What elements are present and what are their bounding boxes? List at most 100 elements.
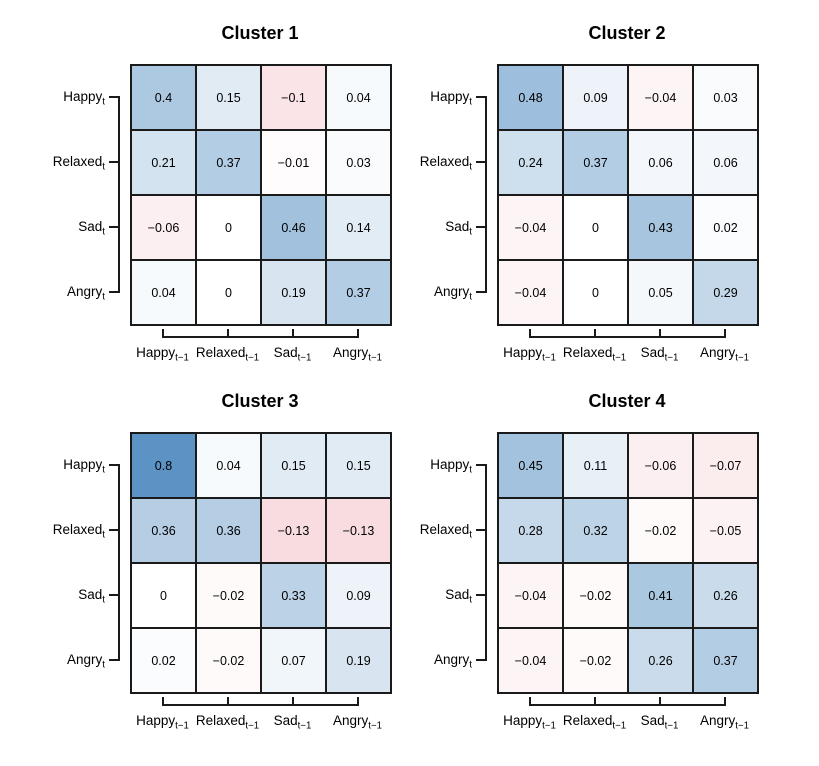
x-axis-tick <box>161 329 164 337</box>
label-subscript: t−1 <box>245 352 260 364</box>
heatmap-cell: −0.04 <box>498 195 563 260</box>
heatmap-cell: 0.15 <box>326 433 391 498</box>
panel-title: Cluster 2 <box>588 23 666 43</box>
col-label: Sadt−1 <box>273 713 312 732</box>
y-axis-tick <box>109 95 119 98</box>
label-subscript: t−1 <box>612 352 627 364</box>
row-label: Happyt <box>430 88 472 108</box>
col-label: Angryt−1 <box>332 713 383 732</box>
x-axis-tick <box>226 697 229 705</box>
label-subscript: t−1 <box>297 352 312 364</box>
label-subscript: t <box>102 594 105 606</box>
col-label: Relaxedt−1 <box>195 713 260 732</box>
col-label: Angryt−1 <box>699 345 750 364</box>
y-axis-tick <box>109 290 119 293</box>
y-axis-tick <box>476 463 486 466</box>
heatmap-cell: −0.04 <box>498 563 563 628</box>
heatmap-cell: 0.09 <box>326 563 391 628</box>
heatmap-cell: 0.37 <box>326 260 391 325</box>
col-label: Happyt−1 <box>136 713 189 732</box>
row-label: Sadt <box>78 586 105 606</box>
heatmap-cell: 0.48 <box>498 65 563 130</box>
label-subscript: t <box>469 291 472 303</box>
y-axis-tick <box>476 225 486 228</box>
x-axis-tick <box>593 697 596 705</box>
y-axis-tick <box>476 593 486 596</box>
heatmap-cell: −0.02 <box>196 628 261 693</box>
label-subscript: t−1 <box>245 720 260 732</box>
heatmap-cell: 0.26 <box>628 628 693 693</box>
panel-title: Cluster 4 <box>588 391 666 411</box>
label-subscript: t−1 <box>175 352 189 364</box>
row-label: Relaxedt <box>52 153 105 173</box>
heatmap-matrix: 0.4 0.15 −0.1 0.04 0.21 0.37 −0.01 0.03 −0.06 0 0.… <box>130 64 392 326</box>
col-label: Sadt−1 <box>640 345 679 364</box>
col-label: Relaxedt−1 <box>562 713 627 732</box>
label-subscript: t−1 <box>664 720 679 732</box>
x-axis-line <box>161 336 359 338</box>
heatmap-cell: 0.41 <box>628 563 693 628</box>
heatmap-cell: 0.04 <box>326 65 391 130</box>
row-label: Sadt <box>78 218 105 238</box>
x-axis-tick <box>226 329 229 337</box>
label-subscript: t <box>102 291 105 303</box>
heatmap-cell: −0.01 <box>261 130 326 195</box>
col-label: Happyt−1 <box>503 713 556 732</box>
heatmap-cell: 0.29 <box>693 260 758 325</box>
heatmap-cell: 0.24 <box>498 130 563 195</box>
x-axis-line <box>528 704 726 706</box>
heatmap-cell: 0.19 <box>261 260 326 325</box>
y-axis-tick <box>109 463 119 466</box>
heatmap-cell: 0 <box>563 260 628 325</box>
col-label: Relaxedt−1 <box>562 345 627 364</box>
col-label: Happyt−1 <box>503 345 556 364</box>
heatmap-cell: 0.37 <box>563 130 628 195</box>
label-subscript: t−1 <box>735 720 750 732</box>
col-label: Angryt−1 <box>332 345 383 364</box>
heatmap-cell: −0.02 <box>196 563 261 628</box>
heatmap-cell: 0.32 <box>563 498 628 563</box>
heatmap-cell: −0.13 <box>326 498 391 563</box>
label-subscript: t <box>469 529 472 541</box>
heatmap-cell: 0.28 <box>498 498 563 563</box>
y-axis-tick <box>109 225 119 228</box>
panel-title: Cluster 3 <box>221 391 299 411</box>
heatmap-cell: −0.06 <box>628 433 693 498</box>
x-axis-tick <box>291 329 294 337</box>
row-label: Relaxedt <box>419 521 472 541</box>
heatmap-cell: 0.19 <box>326 628 391 693</box>
heatmap-cell: 0.14 <box>326 195 391 260</box>
heatmap-cell: 0.04 <box>131 260 196 325</box>
heatmap-cell: −0.07 <box>693 433 758 498</box>
heatmap-cell: 0.8 <box>131 433 196 498</box>
row-label: Angryt <box>434 283 472 303</box>
heatmap-matrix: 0.48 0.09 −0.04 0.03 0.24 0.37 0.06 0.06 −0.04 0 0… <box>497 64 759 326</box>
label-subscript: t <box>102 659 105 671</box>
x-axis-tick <box>723 697 726 705</box>
x-axis-tick <box>593 329 596 337</box>
heatmap-cell: 0.11 <box>563 433 628 498</box>
y-axis-tick <box>476 290 486 293</box>
col-label: Relaxedt−1 <box>195 345 260 364</box>
heatmap-cell: 0.09 <box>563 65 628 130</box>
label-subscript: t <box>469 594 472 606</box>
y-axis-tick <box>476 658 486 661</box>
row-label: Relaxedt <box>419 153 472 173</box>
row-label: Happyt <box>430 456 472 476</box>
y-axis-tick <box>109 528 119 531</box>
x-axis-tick <box>528 697 531 705</box>
x-axis-tick <box>528 329 531 337</box>
heatmap-cell: 0.26 <box>693 563 758 628</box>
row-label: Relaxedt <box>52 521 105 541</box>
heatmap-cell: −0.13 <box>261 498 326 563</box>
y-axis-tick <box>476 160 486 163</box>
heatmap-cell: 0 <box>563 195 628 260</box>
heatmap-cell: 0.07 <box>261 628 326 693</box>
row-label: Sadt <box>445 218 472 238</box>
y-axis-line <box>485 463 487 661</box>
label-subscript: t <box>102 96 105 108</box>
y-axis-tick <box>109 593 119 596</box>
heatmap-cell: −0.05 <box>693 498 758 563</box>
